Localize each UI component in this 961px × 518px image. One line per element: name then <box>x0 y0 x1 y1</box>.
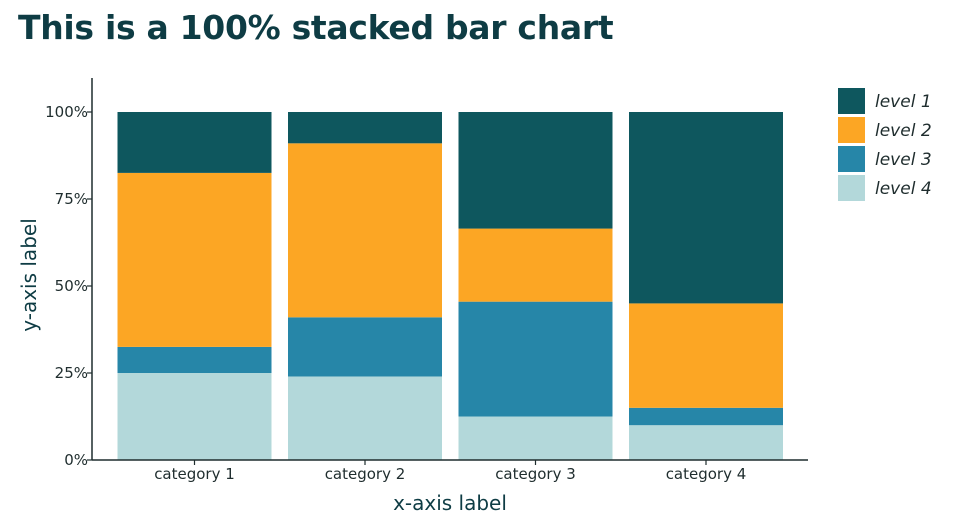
bar-segment-level-4-category-2 <box>288 376 442 460</box>
y-axis-title: y-axis label <box>17 218 41 332</box>
y-tick-label: 50% <box>55 277 88 295</box>
axes-layer <box>91 78 808 461</box>
legend: level 1 level 2 level 3 level 4 <box>838 88 932 201</box>
bar-segment-level-3-category-2 <box>288 317 442 377</box>
ticks-layer: category 1 category 2 category 3 category 4… <box>45 103 746 483</box>
chart-title: This is a 100% stacked bar chart <box>18 8 614 47</box>
legend-label-level-3: level 3 <box>875 150 932 170</box>
bar-segment-level-4-category-4 <box>629 425 783 460</box>
legend-label-level-2: level 2 <box>875 121 932 141</box>
legend-label-level-4: level 4 <box>875 179 932 199</box>
x-axis-title: x-axis label <box>393 491 507 515</box>
x-tick-label: category 1 <box>154 465 235 483</box>
y-tick-label: 0% <box>64 451 88 469</box>
bar-segment-level-2-category-1 <box>117 172 272 347</box>
legend-label-level-1: level 1 <box>875 92 932 112</box>
x-tick-label: category 4 <box>666 465 747 483</box>
bar-segment-level-1-category-2 <box>288 112 442 144</box>
bars-layer <box>117 112 783 460</box>
bar-segment-level-2-category-4 <box>629 303 783 408</box>
bar-segment-level-3-category-4 <box>629 407 783 426</box>
y-tick-label: 100% <box>45 103 88 121</box>
bar-segment-level-4-category-3 <box>458 416 613 460</box>
bar-segment-level-3-category-1 <box>117 346 272 373</box>
y-tick-label: 75% <box>55 190 88 208</box>
x-tick-label: category 2 <box>325 465 406 483</box>
bar-segment-level-1-category-1 <box>117 112 272 173</box>
bar-segment-level-1-category-3 <box>458 112 613 229</box>
legend-swatch-level-4 <box>838 175 865 201</box>
bar-segment-level-1-category-4 <box>629 112 783 304</box>
legend-swatch-level-2 <box>838 117 865 143</box>
legend-swatch-level-3 <box>838 146 865 172</box>
bar-segment-level-4-category-1 <box>117 373 272 460</box>
legend-swatch-level-1 <box>838 88 865 114</box>
x-tick-label: category 3 <box>495 465 576 483</box>
y-tick-label: 25% <box>55 364 88 382</box>
bar-segment-level-2-category-2 <box>288 143 442 318</box>
bar-segment-level-3-category-3 <box>458 301 613 417</box>
bar-segment-level-2-category-3 <box>458 228 613 302</box>
